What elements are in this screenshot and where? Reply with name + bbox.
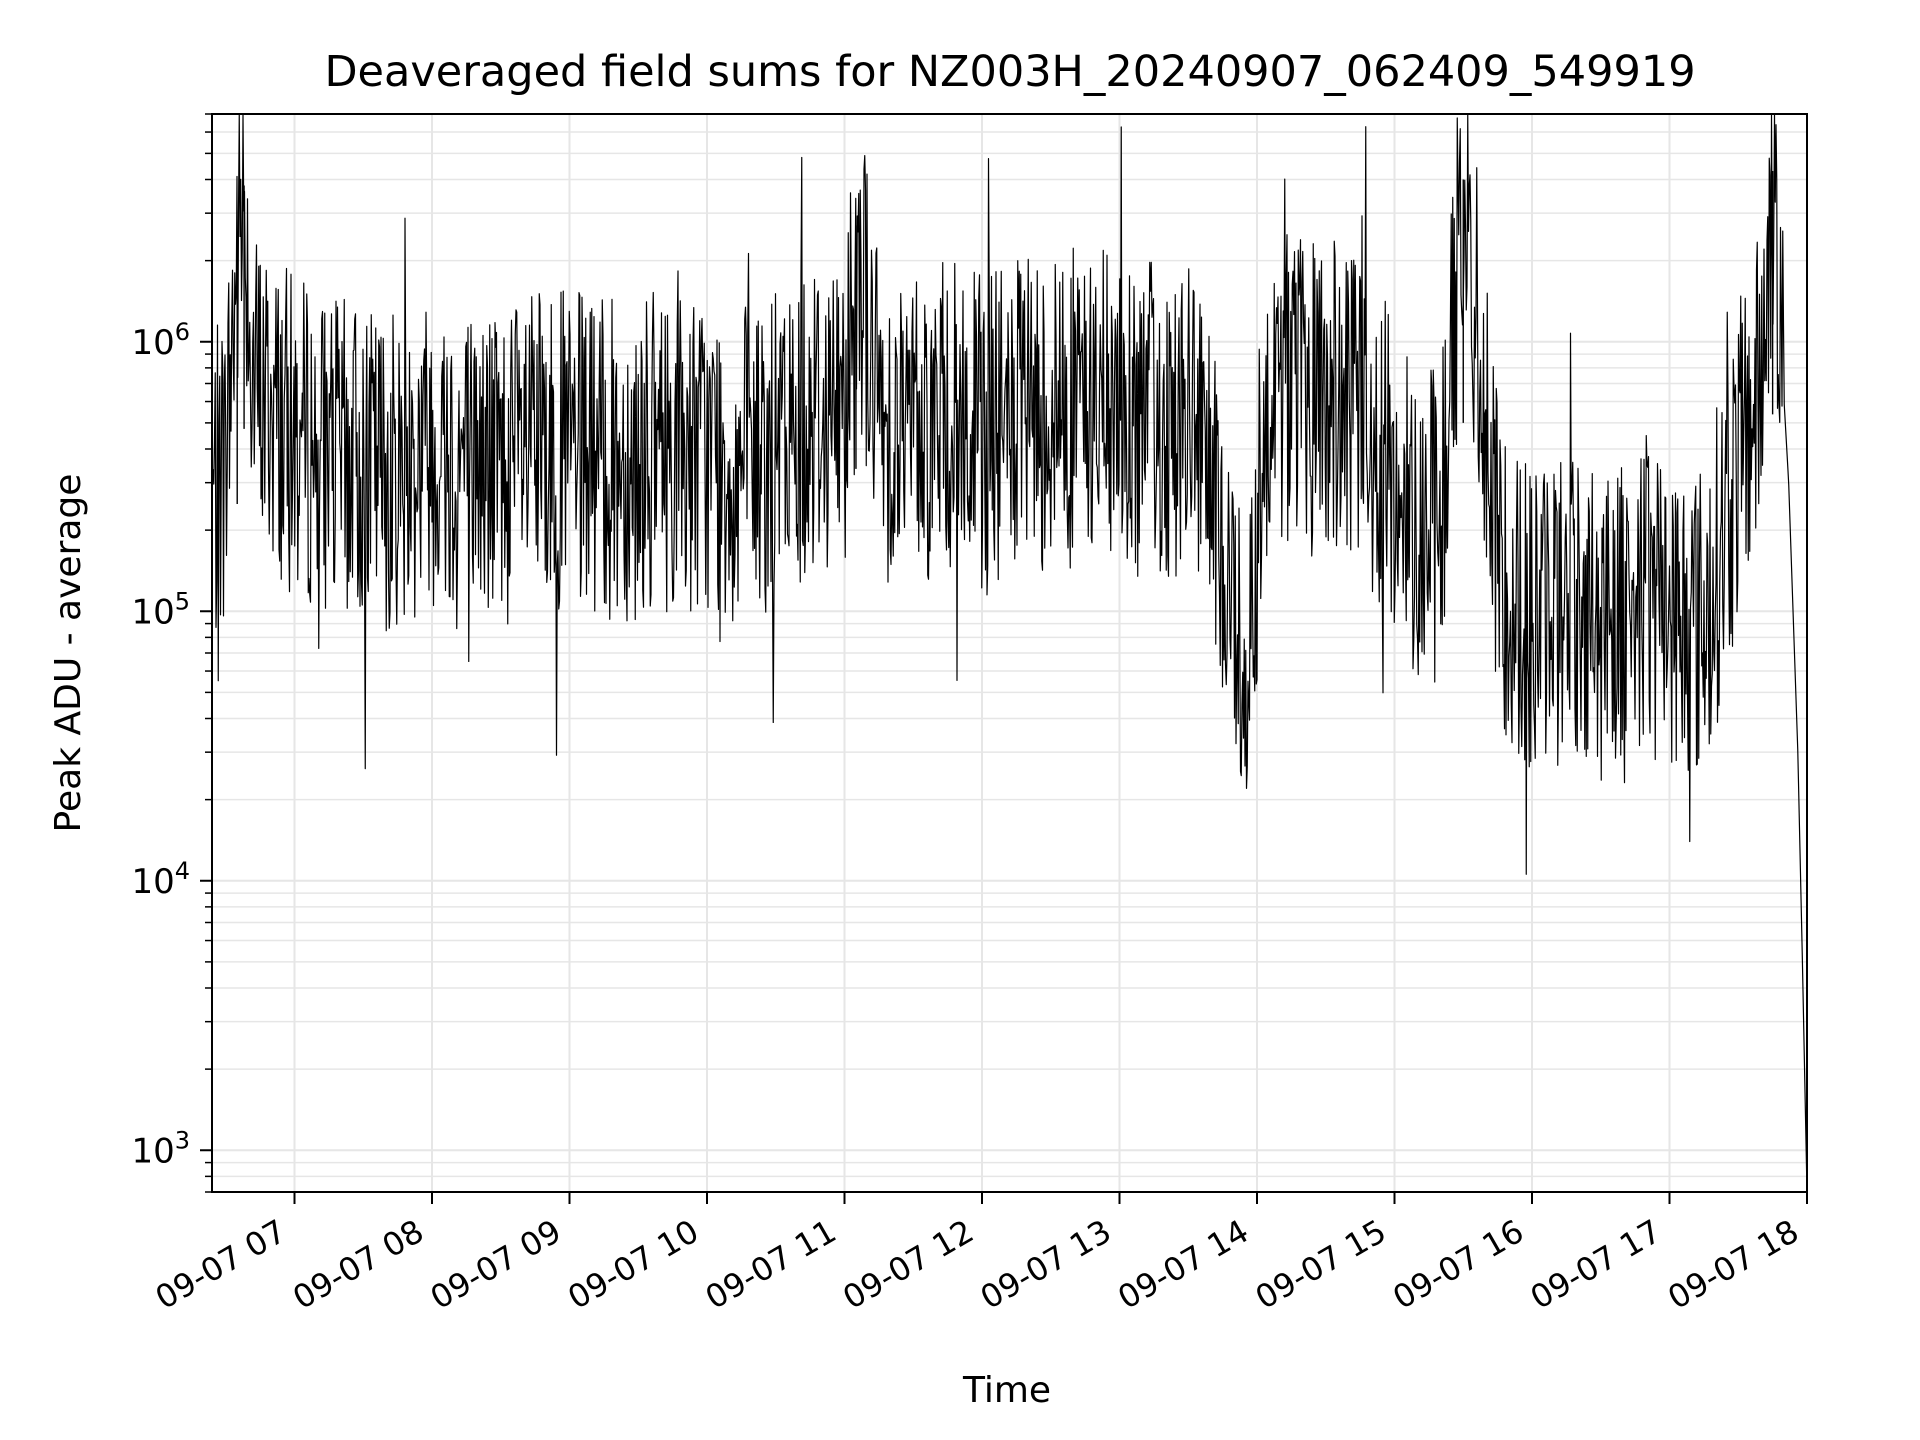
y-tick-label: 103 <box>131 1126 190 1171</box>
y-tick-label: 104 <box>131 857 190 902</box>
data-series <box>212 114 1808 1180</box>
y-axis: 103 104 105 106 <box>131 113 212 1193</box>
y-tick-label: 105 <box>131 587 190 632</box>
y-tick-label: 106 <box>131 318 190 363</box>
x-axis-label: Time <box>962 1370 1051 1411</box>
data-line <box>212 114 1808 1180</box>
chart-title: Deaveraged field sums for NZ003H_2024090… <box>324 47 1695 97</box>
y-axis-label: Peak ADU - average <box>48 474 89 833</box>
